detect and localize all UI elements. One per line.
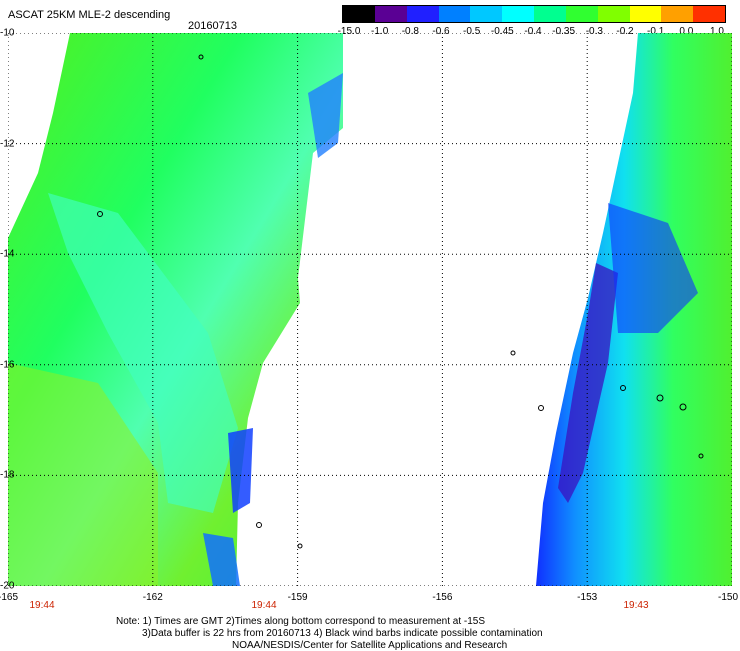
- right-swath-dark-band: [558, 263, 618, 503]
- latitude-label: -18: [0, 469, 15, 481]
- swath-time-label: 19:43: [623, 600, 649, 611]
- colorbar-label: -15.0: [337, 26, 361, 37]
- note-line-1: Note: 1) Times are GMT 2)Times along bot…: [116, 616, 486, 627]
- graticule: [8, 33, 732, 586]
- longitude-label: -165: [0, 592, 19, 603]
- longitude-label: -150: [717, 592, 739, 603]
- colorbar-segment: [597, 6, 630, 22]
- colorbar-segment: [629, 6, 662, 22]
- colorbar-segment: [565, 6, 599, 22]
- swath-time-label: 19:44: [29, 600, 55, 611]
- colorbar-segment: [374, 6, 408, 22]
- left-swath-blue-patch: [228, 428, 253, 513]
- latitude-label: -20: [0, 580, 15, 592]
- colorbar-label: -0.8: [401, 26, 419, 37]
- swath-time-label: 19:44: [251, 600, 277, 611]
- colorbar-segment: [693, 6, 726, 22]
- longitude-label: -162: [142, 592, 163, 603]
- colorbar-label: -0.4: [524, 26, 542, 37]
- latitude-label: -16: [0, 359, 15, 371]
- colorbar-label: -0.35: [552, 26, 576, 37]
- island-outlines: [97, 54, 704, 549]
- colorbar-label: -0.1: [647, 26, 665, 37]
- left-swath-blue-edge: [308, 73, 343, 158]
- colorbar-label: 0.0: [679, 26, 694, 37]
- colorbar: [342, 5, 726, 23]
- colorbar-label: -1.0: [371, 26, 389, 37]
- colorbar-label: -0.45: [490, 26, 514, 37]
- colorbar-segment: [661, 6, 694, 22]
- colorbar-segment: [343, 6, 376, 22]
- colorbar-label: -0.5: [463, 26, 481, 37]
- latitude-label: -10: [0, 27, 15, 39]
- colorbar-segment: [502, 6, 535, 22]
- colorbar-segment: [438, 6, 471, 22]
- longitude-label: -156: [432, 592, 453, 603]
- map-svg: [8, 33, 732, 586]
- longitude-label: -153: [577, 592, 598, 603]
- latitude-label: -12: [0, 138, 15, 150]
- longitude-label: -159: [287, 592, 308, 603]
- colorbar-label: -0.3: [585, 26, 603, 37]
- colorbar-segment: [406, 6, 439, 22]
- left-swath-bottom-patch: [203, 533, 240, 586]
- map-date: 20160713: [188, 20, 237, 32]
- map-title: ASCAT 25KM MLE-2 descending: [8, 9, 171, 21]
- colorbar-label: -0.6: [432, 26, 450, 37]
- latitude-label: -14: [0, 248, 15, 260]
- colorbar-label: 1.0: [710, 26, 724, 37]
- left-swath-lime-zone: [8, 363, 158, 586]
- note-line-3: NOAA/NESDIS/Center for Satellite Applica…: [232, 640, 508, 651]
- colorbar-segment: [470, 6, 503, 22]
- colorbar-segment: [534, 6, 567, 22]
- left-swath-cyan-band: [48, 193, 238, 513]
- map-plot: [8, 33, 732, 586]
- colorbar-label: -0.2: [616, 26, 634, 37]
- note-line-2: 3)Data buffer is 22 hrs from 20160713 4)…: [142, 628, 543, 639]
- right-swath-blue-core: [608, 203, 698, 333]
